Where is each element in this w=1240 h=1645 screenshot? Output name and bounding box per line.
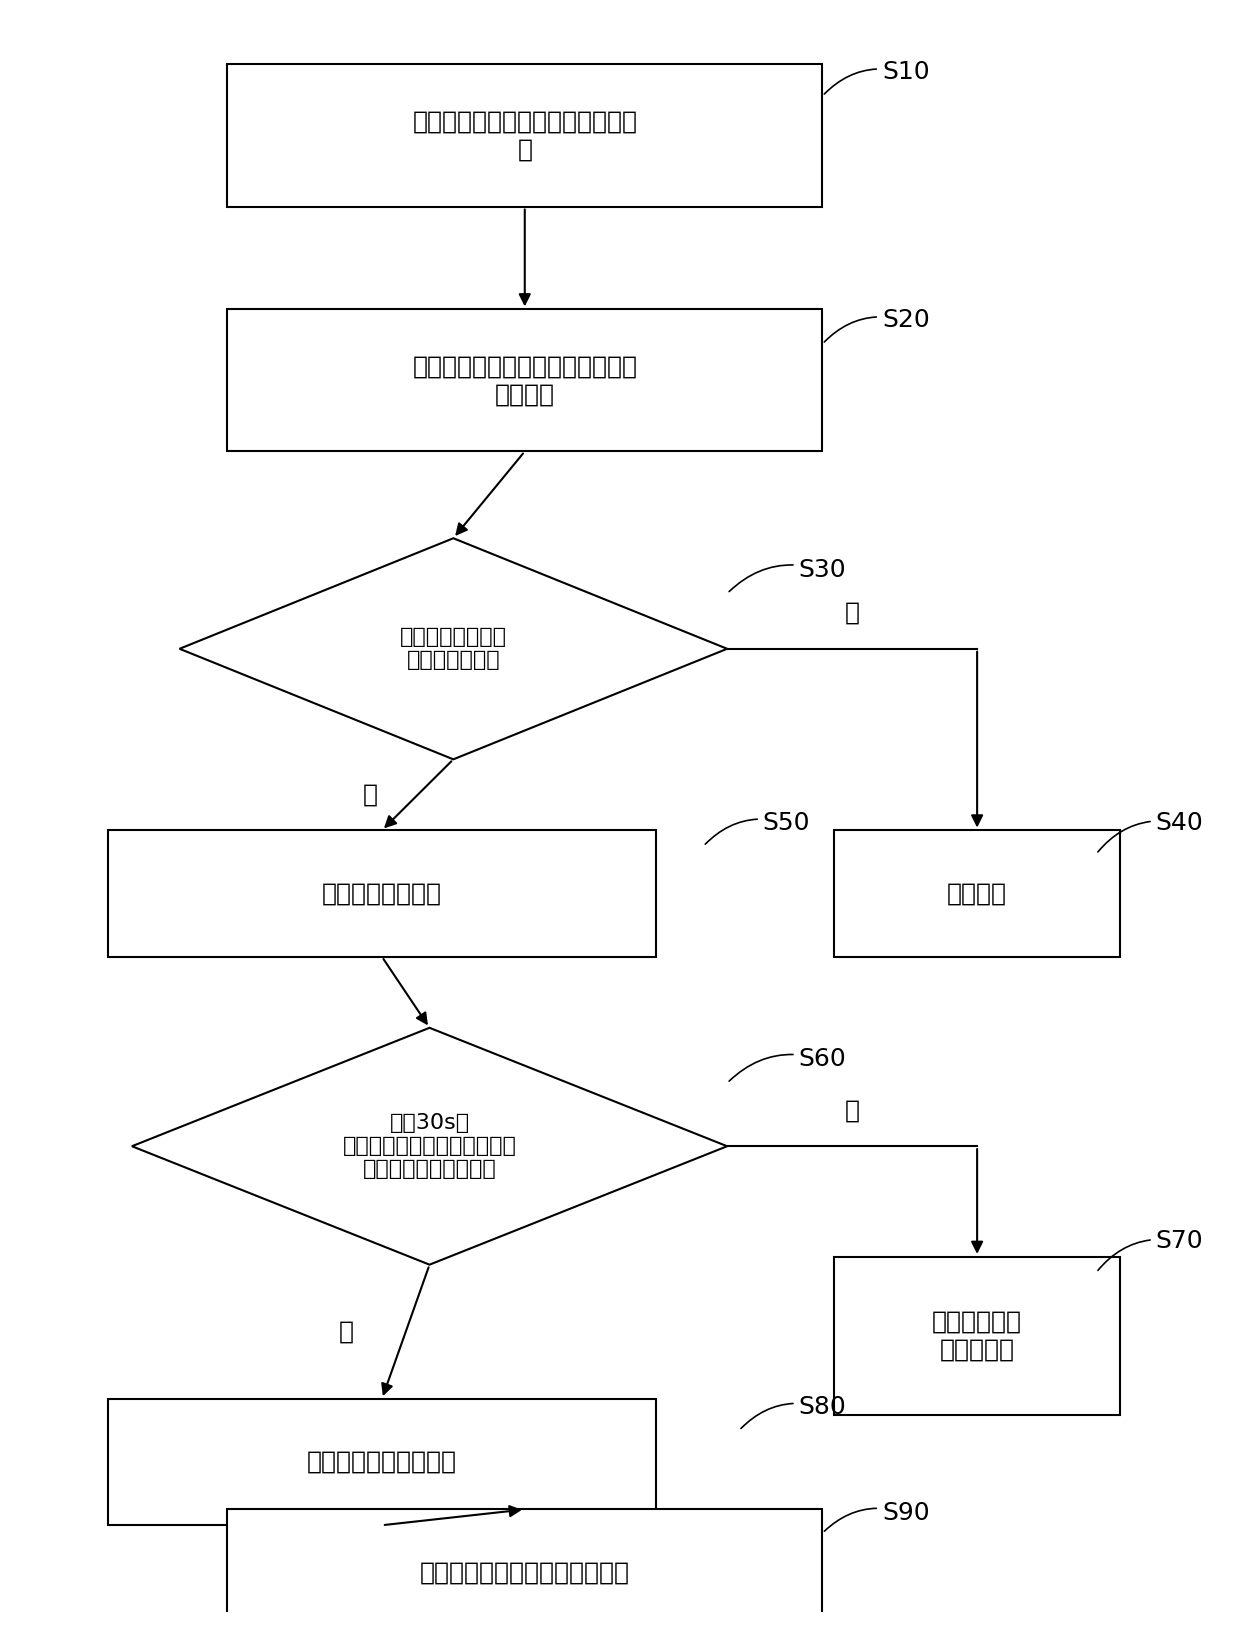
Text: 推送成就勋章信息: 推送成就勋章信息: [322, 882, 441, 905]
Text: 否: 否: [844, 1099, 859, 1122]
Text: S10: S10: [825, 61, 930, 94]
Text: S80: S80: [742, 1395, 847, 1428]
Text: 多媒体开机，车载数据处理系统启
动: 多媒体开机，车载数据处理系统启 动: [412, 110, 637, 161]
Text: 读取成就勋章相关文件绘制界面: 读取成就勋章相关文件绘制界面: [420, 1561, 630, 1584]
Text: 是: 是: [339, 1319, 353, 1344]
Text: S40: S40: [1097, 811, 1204, 852]
Bar: [108, 831, 656, 957]
Bar: [227, 64, 822, 207]
Text: 判断30s内
是否接收到查看获得的成就勋
章详细信息的用户指令: 判断30s内 是否接收到查看获得的成就勋 章详细信息的用户指令: [342, 1114, 517, 1179]
Text: 获取车载数据，并对车载数据进行
分析计算: 获取车载数据，并对车载数据进行 分析计算: [412, 354, 637, 406]
Bar: [835, 1257, 1120, 1415]
Text: S50: S50: [706, 811, 811, 844]
Text: S70: S70: [1097, 1229, 1203, 1270]
Text: S30: S30: [729, 558, 846, 592]
Polygon shape: [131, 1028, 727, 1265]
Text: 退出服务: 退出服务: [947, 882, 1007, 905]
Text: 否: 否: [844, 600, 859, 625]
Text: S90: S90: [825, 1500, 930, 1531]
Bar: [835, 831, 1120, 957]
Bar: [227, 309, 822, 451]
Text: 判断是否满足成就
勋章的获取条件: 判断是否满足成就 勋章的获取条件: [399, 627, 507, 671]
Text: 进入成就勋章查看界面: 进入成就勋章查看界面: [308, 1451, 456, 1474]
Bar: [227, 1510, 822, 1635]
Text: S60: S60: [729, 1048, 847, 1081]
Text: S20: S20: [825, 308, 930, 342]
Bar: [108, 1398, 656, 1525]
Text: 是: 是: [362, 783, 377, 806]
Text: 成就勋章信息
推送框消失: 成就勋章信息 推送框消失: [932, 1309, 1022, 1362]
Polygon shape: [180, 538, 727, 760]
